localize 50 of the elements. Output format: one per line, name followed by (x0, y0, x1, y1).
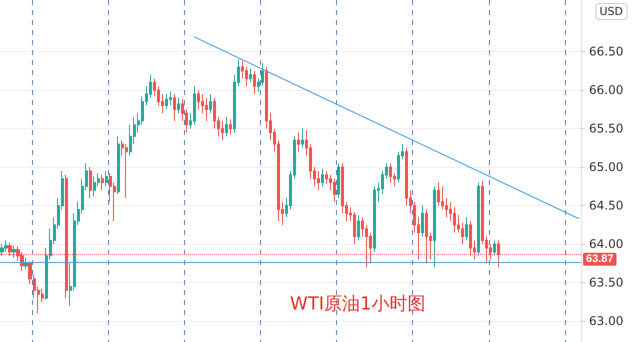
candlestick (165, 93, 168, 110)
candlestick (353, 211, 356, 245)
candlestick (169, 91, 172, 106)
candlestick (197, 90, 200, 110)
candlestick (221, 120, 224, 141)
candlestick (249, 68, 252, 83)
candlestick (4, 240, 8, 252)
candlestick (225, 116, 228, 137)
candlestick (173, 93, 176, 122)
candlestick (465, 216, 468, 241)
candlestick (193, 86, 196, 126)
candlestick (297, 132, 300, 152)
y-tick-label: 64.50 (589, 198, 624, 213)
candlestick (301, 128, 304, 148)
candlestick (209, 93, 212, 114)
y-tick-label: 65.00 (589, 160, 624, 174)
y-tick-label: 63.50 (589, 276, 624, 290)
y-axis-title: USD (599, 5, 624, 18)
y-tick-label: 66.00 (589, 83, 624, 98)
candlestick (125, 144, 128, 198)
candlestick (477, 182, 480, 256)
candlestick (101, 174, 104, 191)
candlestick (357, 214, 360, 241)
candlestick (373, 186, 376, 252)
candlestick (389, 162, 392, 184)
candlestick (93, 176, 96, 197)
y-tick-label: 64.00 (589, 237, 624, 252)
candlestick (421, 205, 424, 237)
y-tick-label: 65.50 (589, 122, 624, 136)
candlestick (321, 168, 324, 187)
candlestick (205, 97, 208, 122)
candlestick (333, 178, 336, 202)
candlestick (0, 244, 4, 256)
candlestick (229, 118, 232, 136)
candlestick (117, 136, 120, 195)
candlestick (89, 166, 92, 198)
candlestick (177, 97, 180, 114)
candlestick (493, 240, 496, 256)
candlestick (433, 186, 436, 268)
y-tick-label: 63.00 (589, 314, 624, 328)
candlestick (337, 162, 340, 198)
candlestick (24, 258, 28, 270)
candlestick (12, 245, 16, 259)
ref-line-label: 63.87 (586, 253, 614, 266)
candlestick (105, 170, 108, 187)
candlestick (253, 70, 256, 94)
y-tick-label: 66.50 (589, 44, 624, 59)
candlestick (437, 182, 440, 206)
annotation: WTI原油1小时图 (290, 294, 426, 314)
candlestick (317, 170, 320, 191)
